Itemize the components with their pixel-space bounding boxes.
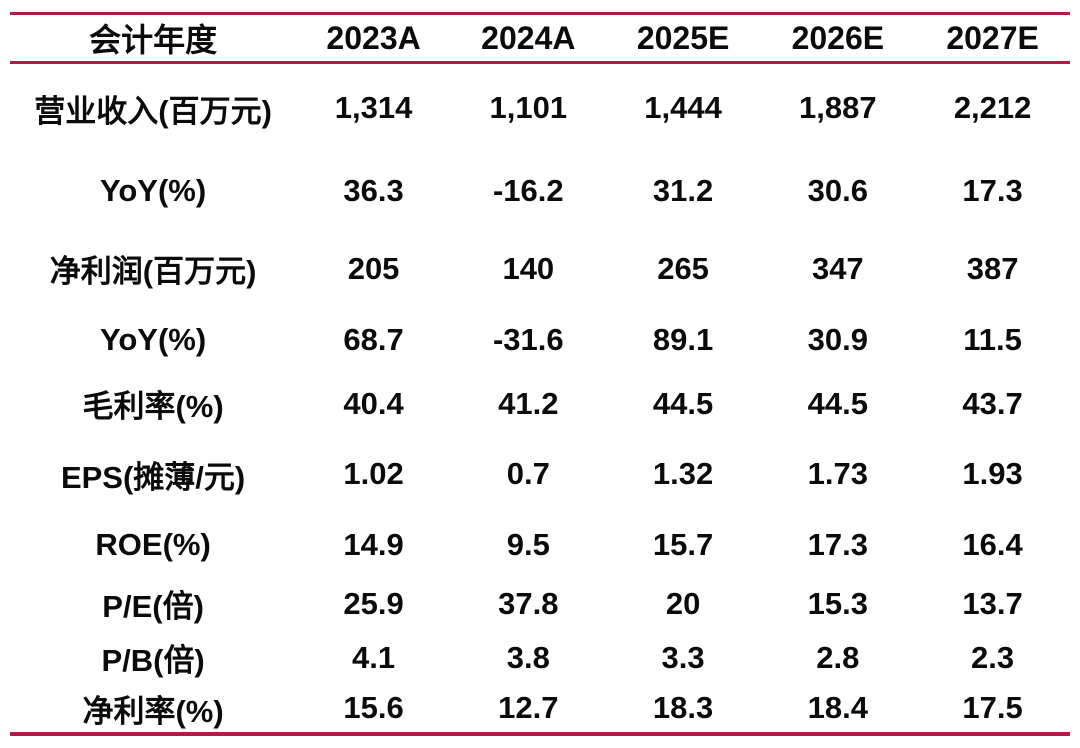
- cell-value: 1.73: [807, 456, 868, 491]
- cell-value: 1.32: [652, 456, 714, 491]
- year-column-header: 2023A: [296, 12, 451, 64]
- row-label: P/B(倍): [101, 643, 205, 678]
- row-label: 营业收入(百万元): [34, 93, 272, 129]
- table-row: 净利率(%) 15.6 12.7 18.3 18.4 17.5: [10, 684, 1070, 736]
- table-body: 营业收入(百万元) 1,314 1,101 1,444 1,887 2,212 YoY(%)…: [10, 63, 1070, 736]
- cell-value: 15.3: [807, 585, 868, 621]
- row-label: 净利率(%): [10, 684, 297, 736]
- cell-value: -16.2: [492, 173, 564, 208]
- table-row: YoY(%) 36.3 -16.2 31.2 30.6 17.3: [10, 153, 1070, 230]
- cell-value: 15.7: [652, 526, 714, 562]
- cell-value: 205: [347, 250, 400, 286]
- cell-value: 1,444: [644, 90, 722, 126]
- cell-value: 11.5: [963, 321, 1022, 357]
- table-row: 净利润(百万元) 205 140 265 347 387: [10, 230, 1070, 308]
- cell-value: 89.1: [652, 321, 714, 357]
- cell-value: 44.5: [807, 385, 868, 421]
- financial-forecast-table: 会计年度 2023A 2024A 2025E 2026E 2027E 营业收入(百万元) 1…: [10, 12, 1070, 736]
- cell-value: 2,212: [953, 90, 1032, 126]
- cell-value: 17.5: [915, 684, 1070, 736]
- cell-value: 18.4: [760, 684, 916, 736]
- table-row: YoY(%) 68.7 -31.6 89.1 30.9 11.5: [10, 308, 1070, 372]
- table-row: 营业收入(百万元) 1,314 1,101 1,444 1,887 2,212: [10, 63, 1070, 153]
- table-row: ROE(%) 14.9 9.5 15.7 17.3 16.4: [10, 513, 1070, 577]
- row-label: YoY(%): [100, 321, 207, 357]
- cell-value: 2.8: [816, 639, 860, 675]
- year-column-header: 2026E: [760, 12, 916, 64]
- cell-value: 18.3: [605, 684, 761, 736]
- cell-value: 25.9: [343, 585, 404, 621]
- table-row: 毛利率(%) 40.4 41.2 44.5 44.5 43.7: [10, 372, 1070, 436]
- cell-value: 265: [657, 250, 709, 286]
- table-header: 会计年度 2023A 2024A 2025E 2026E 2027E: [10, 12, 1070, 64]
- row-label: YoY(%): [100, 173, 207, 208]
- cell-value: 14.9: [343, 526, 404, 562]
- cell-value: 31.2: [652, 173, 714, 208]
- cell-value: 0.7: [506, 456, 550, 491]
- cell-value: 12.7: [450, 684, 606, 736]
- row-label: EPS(摊薄/元): [60, 459, 246, 495]
- cell-value: 1,101: [489, 90, 568, 126]
- cell-value: 68.7: [343, 321, 404, 357]
- table-row: P/B(倍) 4.1 3.8 3.3 2.8 2.3: [10, 631, 1070, 685]
- cell-value: 37.8: [498, 585, 559, 621]
- cell-value: 20: [665, 585, 701, 621]
- cell-value: 1,887: [799, 90, 877, 126]
- cell-value: 36.3: [343, 173, 404, 208]
- row-label: ROE(%): [95, 526, 211, 562]
- cell-value: 15.6: [296, 684, 451, 736]
- cell-value: 13.7: [962, 585, 1023, 621]
- cell-value: 40.4: [343, 385, 404, 421]
- cell-value: 1.02: [343, 456, 404, 491]
- cell-value: 9.5: [506, 526, 550, 562]
- row-label: 净利润(百万元): [49, 254, 257, 289]
- table-row: P/E(倍) 25.9 37.8 20 15.3 13.7: [10, 577, 1070, 631]
- cell-value: 30.6: [807, 173, 868, 208]
- cell-value: 387: [966, 250, 1019, 286]
- cell-value: 4.1: [352, 639, 396, 675]
- cell-value: 140: [502, 250, 555, 286]
- row-label: 毛利率(%): [82, 389, 224, 424]
- cell-value: 3.8: [506, 639, 550, 675]
- fiscal-year-column-header: 会计年度: [10, 12, 297, 64]
- cell-value: -31.6: [492, 321, 564, 357]
- cell-value: 1.93: [962, 456, 1023, 491]
- table-row: EPS(摊薄/元) 1.02 0.7 1.32 1.73 1.93: [10, 436, 1070, 513]
- cell-value: 41.2: [498, 385, 559, 421]
- cell-value: 2.3: [971, 639, 1015, 675]
- year-column-header: 2024A: [450, 12, 606, 64]
- header-row: 会计年度 2023A 2024A 2025E 2026E 2027E: [10, 12, 1070, 64]
- cell-value: 43.7: [962, 385, 1023, 421]
- cell-value: 30.9: [807, 321, 868, 357]
- year-column-header: 2025E: [605, 12, 761, 64]
- cell-value: 16.4: [962, 526, 1023, 562]
- financial-summary-table: 会计年度 2023A 2024A 2025E 2026E 2027E 营业收入(百万元) 1…: [10, 12, 1070, 736]
- cell-value: 17.3: [807, 526, 868, 562]
- cell-value: 3.3: [661, 639, 705, 675]
- row-label: P/E(倍): [102, 589, 204, 624]
- year-column-header: 2027E: [915, 12, 1070, 64]
- cell-value: 17.3: [962, 173, 1023, 208]
- cell-value: 44.5: [652, 385, 714, 421]
- cell-value: 1,314: [334, 90, 413, 126]
- cell-value: 347: [811, 250, 864, 286]
